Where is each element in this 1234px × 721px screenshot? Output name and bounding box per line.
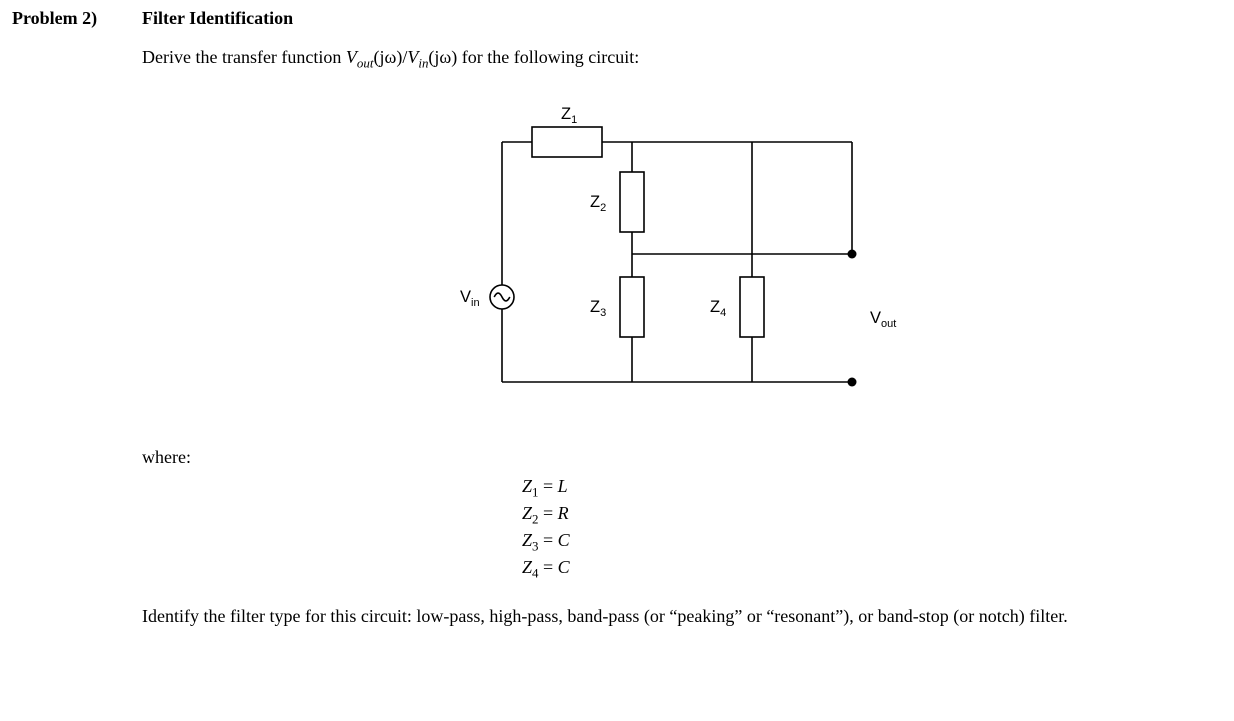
tf-in-sub: in	[418, 56, 428, 71]
svg-text:Vout: Vout	[870, 309, 896, 330]
problem-title: Filter Identification	[142, 8, 1222, 29]
svg-text:Z2: Z2	[590, 193, 606, 214]
def-z4: Z4 = C	[522, 555, 1222, 582]
prompt-suffix: for the following circuit:	[457, 47, 639, 67]
tf-jw1: (jω)	[373, 47, 402, 67]
closing-instruction: Identify the filter type for this circui…	[142, 604, 1222, 628]
def-z2: Z2 = R	[522, 501, 1222, 528]
def-z1: Z1 = L	[522, 474, 1222, 501]
problem-prompt: Derive the transfer function Vout(jω)/Vi…	[142, 47, 1222, 72]
prompt-prefix: Derive the transfer function	[142, 47, 346, 67]
where-label: where:	[142, 447, 1222, 468]
svg-text:Z3: Z3	[590, 298, 606, 319]
tf-out-sub: out	[357, 56, 374, 71]
impedance-definitions: Z1 = L Z2 = R Z3 = C Z4 = C	[522, 474, 1222, 582]
problem-label: Problem 2)	[12, 8, 142, 29]
def-z3: Z3 = C	[522, 528, 1222, 555]
tf-jw2: (jω)	[428, 47, 457, 67]
tf-vin: V	[407, 47, 418, 67]
svg-text:Vin: Vin	[460, 288, 480, 309]
svg-text:Z1: Z1	[561, 105, 577, 126]
circuit-diagram: Z1 Z2 Z3 Z4 Vout Vin	[142, 82, 1222, 427]
svg-text:Z4: Z4	[710, 298, 726, 319]
tf-vout: V	[346, 47, 357, 67]
